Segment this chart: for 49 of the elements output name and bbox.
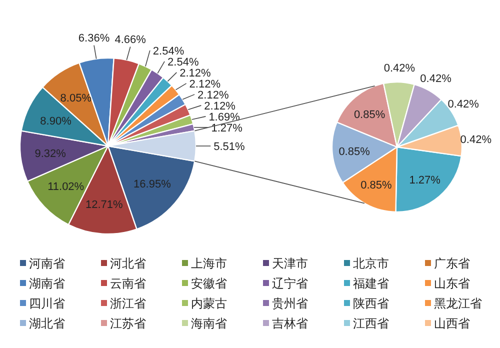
legend-label: 浙江省 [110, 296, 146, 310]
data-label: 0.85% [338, 146, 370, 158]
data-label: 8.05% [60, 92, 92, 105]
legend-label: 安徽省 [191, 276, 227, 290]
legend-label: 内蒙古 [191, 296, 227, 310]
legend-label: 北京市 [353, 256, 389, 270]
legend-label: 河南省 [29, 256, 65, 270]
data-label: 5.51% [214, 141, 246, 153]
data-label: 1.27% [409, 174, 441, 187]
data-label: 0.42% [460, 134, 492, 146]
data-label: 2.12% [198, 89, 229, 102]
legend-label: 吉林省 [272, 316, 308, 330]
data-label: 0.85% [354, 109, 386, 122]
data-label: 0.42% [448, 98, 480, 111]
data-label: 2.54% [168, 56, 199, 68]
legend-label: 海南省 [191, 316, 227, 330]
legend-label: 山西省 [434, 316, 470, 330]
data-label: 0.42% [384, 62, 416, 75]
data-label: 16.95% [134, 178, 172, 191]
data-label: 2.12% [204, 100, 236, 112]
legend-label: 江西省 [353, 316, 389, 330]
legend-label: 河北省 [110, 256, 146, 270]
legend-label: 云南省 [110, 276, 146, 290]
data-label: 2.54% [152, 45, 184, 58]
data-label: 11.02% [48, 180, 84, 193]
data-label: 8.90% [40, 116, 72, 128]
data-label: 2.12% [180, 67, 212, 80]
data-label: 1.69% [208, 111, 240, 124]
legend-label: 天津市 [272, 256, 308, 270]
data-label: 0.42% [420, 72, 452, 85]
legend-label: 辽宁省 [272, 276, 308, 290]
data-label: 2.12% [189, 78, 221, 90]
legend-label: 湖北省 [29, 316, 65, 330]
legend-label: 广东省 [434, 256, 470, 270]
legend-label: 山东省 [434, 276, 470, 290]
data-label: 6.36% [78, 32, 110, 44]
legend-label: 福建省 [353, 276, 389, 290]
legend-label: 四川省 [29, 296, 65, 310]
legend-label: 陕西省 [353, 296, 389, 310]
legend-label: 上海市 [191, 256, 227, 270]
data-label: 12.71% [85, 198, 124, 211]
legend-label: 江苏省 [110, 316, 146, 330]
legend-label: 黑龙江省 [434, 296, 482, 310]
data-label: 0.85% [360, 180, 392, 192]
data-label: 1.27% [211, 122, 243, 134]
legend-label: 湖南省 [29, 276, 65, 290]
data-label: 9.32% [34, 148, 66, 160]
legend-label: 贵州省 [272, 296, 308, 310]
data-label: 4.66% [114, 34, 146, 46]
